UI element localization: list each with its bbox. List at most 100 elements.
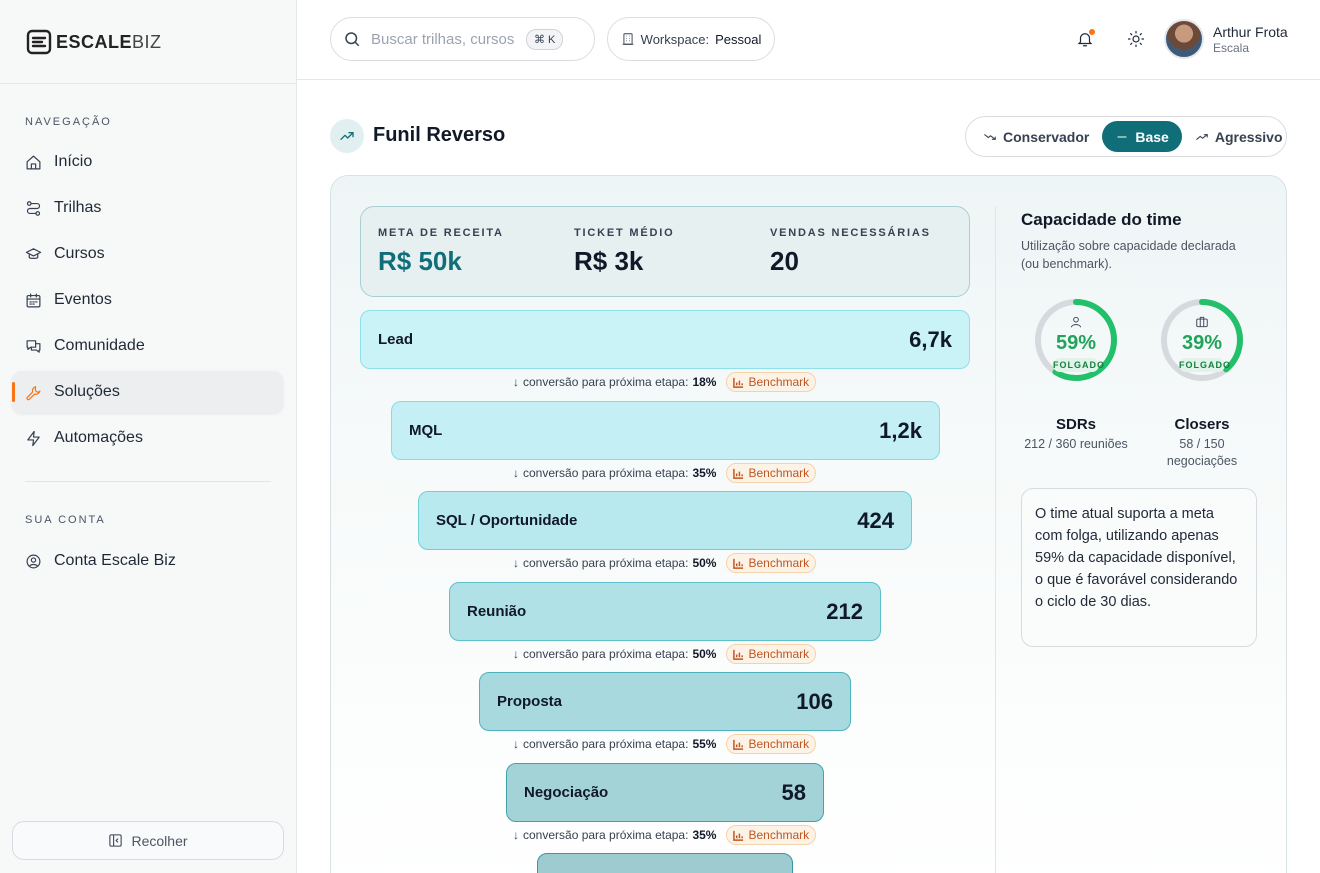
funnel-stage-reuniao[interactable]: Reunião 212 xyxy=(449,582,881,641)
conversion-text: conversão para próxima etapa: xyxy=(523,375,689,389)
mode-label: Base xyxy=(1135,128,1169,145)
conversion-row: ↓ conversão para próxima etapa: 50% Benc… xyxy=(513,644,817,664)
sun-icon xyxy=(1127,30,1145,48)
benchmark-label: Benchmark xyxy=(748,737,810,751)
benchmark-badge[interactable]: Benchmark xyxy=(726,734,817,754)
conversion-text: conversão para próxima etapa: xyxy=(523,466,689,480)
stage-value: 106 xyxy=(796,688,833,714)
search-box[interactable]: ⌘ K xyxy=(330,17,595,61)
sidebar-item-eventos[interactable]: Eventos xyxy=(12,279,283,321)
stage-value: 424 xyxy=(857,507,894,533)
lightning-icon xyxy=(27,430,40,446)
workspace-selector[interactable]: Workspace: Pessoal xyxy=(607,17,775,61)
arrow-down-icon: ↓ xyxy=(513,737,519,751)
conversion-text: conversão para próxima etapa: xyxy=(523,828,689,842)
conversion-rate: 50% xyxy=(692,556,717,570)
kpi-label: VENDAS NECESSÁRIAS xyxy=(770,227,931,239)
user-circle-icon xyxy=(26,554,41,568)
gauge-ring xyxy=(1035,299,1117,381)
team-name: Closers xyxy=(1174,416,1230,433)
gauge-ring xyxy=(1161,299,1243,381)
funnel-stage-sql[interactable]: SQL / Oportunidade 424 xyxy=(418,491,912,550)
benchmark-badge[interactable]: Benchmark xyxy=(726,372,817,392)
search-icon xyxy=(345,32,360,47)
notifications-button[interactable] xyxy=(1074,28,1096,50)
brand-name-bold: ESCALE xyxy=(56,31,133,52)
funnel-stage-venda[interactable] xyxy=(537,853,793,873)
theme-toggle-button[interactable] xyxy=(1125,28,1147,50)
stage-value: 58 xyxy=(781,779,806,805)
sidebar-item-conta[interactable]: Conta Escale Biz xyxy=(12,540,283,582)
sidebar-item-label: Eventos xyxy=(54,291,112,308)
user-avatar[interactable] xyxy=(1164,19,1204,59)
conversion-row: ↓ conversão para próxima etapa: 35% Benc… xyxy=(513,825,817,845)
conversion-row: ↓ conversão para próxima etapa: 35% Benc… xyxy=(513,463,817,483)
sidebar-item-solucoes[interactable]: Soluções xyxy=(12,371,283,413)
stage-name: MQL xyxy=(409,422,443,439)
sidebar-item-inicio[interactable]: Início xyxy=(12,141,283,183)
search-shortcut-badge: ⌘ K xyxy=(526,28,564,50)
conversion-rate: 55% xyxy=(692,737,717,751)
user-org: Escala xyxy=(1213,41,1250,55)
sidebar-item-label: Trilhas xyxy=(54,199,102,216)
arrow-down-icon: ↓ xyxy=(513,556,519,570)
divider xyxy=(25,481,271,482)
brand-logo[interactable]: ESCALEBIZ xyxy=(26,28,162,56)
stage-value: 1,2k xyxy=(879,417,922,443)
brand-name-light: BIZ xyxy=(132,31,162,52)
graduation-cap-icon xyxy=(25,247,42,259)
benchmark-badge[interactable]: Benchmark xyxy=(726,553,817,573)
workspace-label: Workspace: xyxy=(640,31,710,47)
mode-agressivo-button[interactable]: Agressivo xyxy=(1182,121,1296,152)
calendar-icon xyxy=(26,293,41,307)
building-icon xyxy=(622,33,633,45)
bell-icon xyxy=(1077,33,1093,47)
gauge-percent: 39% xyxy=(1181,332,1223,354)
divider xyxy=(995,206,996,873)
search-input[interactable] xyxy=(371,30,516,48)
funnel-stage-negociacao[interactable]: Negociação 58 xyxy=(506,763,824,822)
kpi-label: META DE RECEITA xyxy=(378,227,504,239)
mode-label: Conservador xyxy=(1003,128,1090,145)
benchmark-badge[interactable]: Benchmark xyxy=(726,825,817,845)
user-icon xyxy=(1070,316,1082,328)
escale-logo-icon xyxy=(26,29,52,55)
sidebar-item-comunidade[interactable]: Comunidade xyxy=(12,325,283,367)
wrench-icon xyxy=(26,385,41,400)
gauge-sdrs: 59% FOLGADO xyxy=(1032,296,1120,384)
conversion-text: conversão para próxima etapa: xyxy=(523,647,689,661)
chat-icon xyxy=(26,339,41,353)
stage-name: Reunião xyxy=(467,603,527,620)
funnel-stage-mql[interactable]: MQL 1,2k xyxy=(391,401,940,460)
notification-dot xyxy=(1089,29,1095,35)
sidebar-item-label: Cursos xyxy=(54,245,105,262)
benchmark-label: Benchmark xyxy=(748,375,810,389)
top-header: ⌘ K Workspace: Pessoal Arthur Frota Esca… xyxy=(297,0,1320,80)
conversion-rate: 50% xyxy=(692,647,717,661)
conversion-text: conversão para próxima etapa: xyxy=(523,737,689,751)
benchmark-badge[interactable]: Benchmark xyxy=(726,463,817,483)
trend-down-icon xyxy=(984,133,996,140)
funnel-stage-lead[interactable]: Lead 6,7k xyxy=(360,310,970,369)
benchmark-label: Benchmark xyxy=(748,466,810,480)
sidebar-item-label: Soluções xyxy=(54,383,120,400)
route-icon xyxy=(26,200,41,216)
collapse-sidebar-button[interactable]: Recolher xyxy=(12,821,284,860)
benchmark-badge[interactable]: Benchmark xyxy=(726,644,817,664)
mode-base-button[interactable]: Base xyxy=(1102,121,1182,152)
bar-chart-icon xyxy=(733,558,744,569)
arrow-down-icon: ↓ xyxy=(513,466,519,480)
sidebar-item-automacoes[interactable]: Automações xyxy=(12,417,283,459)
conversion-text: conversão para próxima etapa: xyxy=(523,556,689,570)
user-name[interactable]: Arthur Frota xyxy=(1213,24,1288,40)
sidebar-item-trilhas[interactable]: Trilhas xyxy=(12,187,283,229)
bar-chart-icon xyxy=(733,830,744,841)
bar-chart-icon xyxy=(733,468,744,479)
mode-conservador-button[interactable]: Conservador xyxy=(970,121,1102,152)
sidebar-item-label: Automações xyxy=(54,429,143,446)
arrow-down-icon: ↓ xyxy=(513,647,519,661)
sidebar-item-cursos[interactable]: Cursos xyxy=(12,233,283,275)
sidebar-item-label: Conta Escale Biz xyxy=(54,552,176,569)
funnel-stage-proposta[interactable]: Proposta 106 xyxy=(479,672,851,731)
capacity-title: Capacidade do time xyxy=(1021,210,1182,229)
